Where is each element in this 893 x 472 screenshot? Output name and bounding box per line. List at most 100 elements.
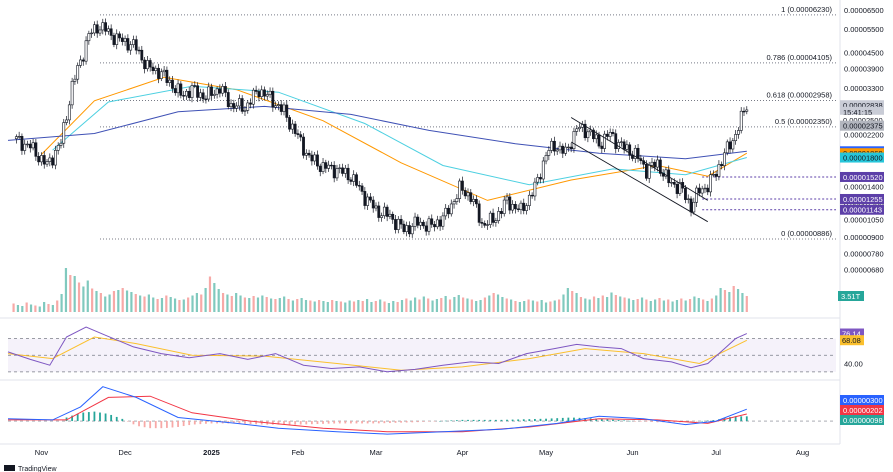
volume-bar [291, 300, 294, 312]
candle-body [313, 154, 317, 162]
volume-bar [82, 286, 85, 312]
macd-histogram-bar [667, 421, 670, 423]
candle-body [569, 146, 573, 150]
macd-histogram-bar [450, 420, 453, 422]
macd-histogram-bar [567, 417, 570, 422]
volume-bar [38, 306, 41, 312]
macd-histogram-bar [623, 420, 626, 422]
macd-histogram-bar [634, 421, 637, 422]
volume-bar [230, 296, 233, 312]
ma-cyan-line [52, 85, 747, 186]
volume-bar [418, 299, 421, 312]
macd-histogram-bar [706, 420, 709, 422]
candle-body [391, 213, 395, 220]
candle-body [430, 218, 434, 225]
candle-body [304, 152, 308, 156]
candle-body [17, 136, 21, 138]
candle-body [185, 90, 188, 97]
volume-bar [29, 304, 33, 312]
macd-histogram-bar [71, 415, 74, 422]
volume-bar [597, 298, 600, 312]
candle-body [703, 187, 707, 190]
candle-body [243, 110, 247, 112]
candle-body [714, 174, 718, 177]
candle-body [90, 32, 94, 35]
candle-body [433, 224, 436, 228]
candle-body [684, 187, 687, 200]
macd-histogram-bar [483, 419, 486, 422]
volume-bar [344, 302, 347, 312]
volume-bar [60, 294, 63, 312]
volume-bar [304, 300, 308, 312]
macd-histogram-bar [294, 421, 297, 425]
volume-bar [466, 298, 469, 312]
candle-body [497, 211, 501, 221]
candle-body [101, 22, 105, 31]
macd-badge-label: 0.00000202 [843, 406, 883, 415]
volume-bar [117, 290, 120, 312]
time-axis: Nov Dec 2025 Feb Mar Apr May Jun Jul Aug [35, 448, 809, 457]
candle-body [360, 185, 364, 192]
candle-body [318, 165, 322, 172]
macd-histogram-bar [389, 421, 391, 424]
candle-body [491, 212, 495, 223]
candle-body [505, 196, 509, 201]
candle-body [678, 182, 682, 194]
candle-body [23, 143, 27, 151]
candle-body [106, 28, 110, 32]
tradingview-logo-icon [4, 465, 15, 471]
volume-bar [243, 297, 246, 312]
macd-histogram-bar [305, 421, 308, 425]
macd-histogram-bar [651, 421, 653, 422]
volume-bar [649, 301, 652, 312]
candle-body [154, 67, 158, 71]
macd-histogram-bar [489, 419, 492, 422]
macd-histogram-bar [110, 414, 113, 422]
volume-bar [732, 286, 735, 312]
volume-bar [235, 293, 238, 312]
candle-body [221, 86, 225, 94]
candle-body [558, 145, 562, 151]
candle-body [51, 157, 55, 166]
volume-bar [269, 298, 273, 312]
candle-body [477, 203, 481, 223]
time-tick-label: Jul [711, 448, 721, 457]
volume-bar [317, 300, 321, 312]
macd-histogram-bar [283, 421, 285, 425]
volume-bar [710, 298, 713, 312]
candle-body [675, 184, 679, 194]
candle-body [226, 92, 230, 107]
macd-histogram-bar [428, 421, 430, 422]
volume-badge [838, 291, 864, 301]
volume-bar [200, 294, 203, 312]
macd-histogram-bar [238, 421, 241, 424]
volume-bar [331, 300, 334, 312]
candle-body [586, 131, 590, 139]
price-badge-label: 0.00002838 [843, 101, 883, 110]
macd-histogram-bar [193, 421, 196, 425]
candle-body [65, 119, 68, 123]
candle-body [421, 221, 425, 227]
volume-bar [139, 295, 142, 312]
volume-bar [514, 301, 517, 312]
candle-body [212, 93, 216, 96]
candle-body [204, 98, 208, 101]
volume-bar [112, 291, 116, 312]
macd-histogram-bar [333, 421, 336, 424]
candle-body [48, 157, 52, 162]
macd-histogram-bar [82, 412, 85, 422]
macd-histogram-bar [405, 421, 408, 423]
candle-body [198, 92, 202, 98]
volume-bar [562, 294, 565, 312]
candle-body [633, 147, 637, 159]
volume-bar [632, 300, 635, 312]
macd-histogram-bar [310, 421, 313, 425]
macd-histogram-bar [550, 418, 553, 422]
candle-body [399, 218, 403, 225]
volume-bar [165, 295, 168, 312]
volume-bar [217, 289, 220, 312]
volume-bar [413, 297, 417, 312]
macd-histogram-bar [461, 419, 464, 422]
volume-bar [510, 299, 513, 312]
